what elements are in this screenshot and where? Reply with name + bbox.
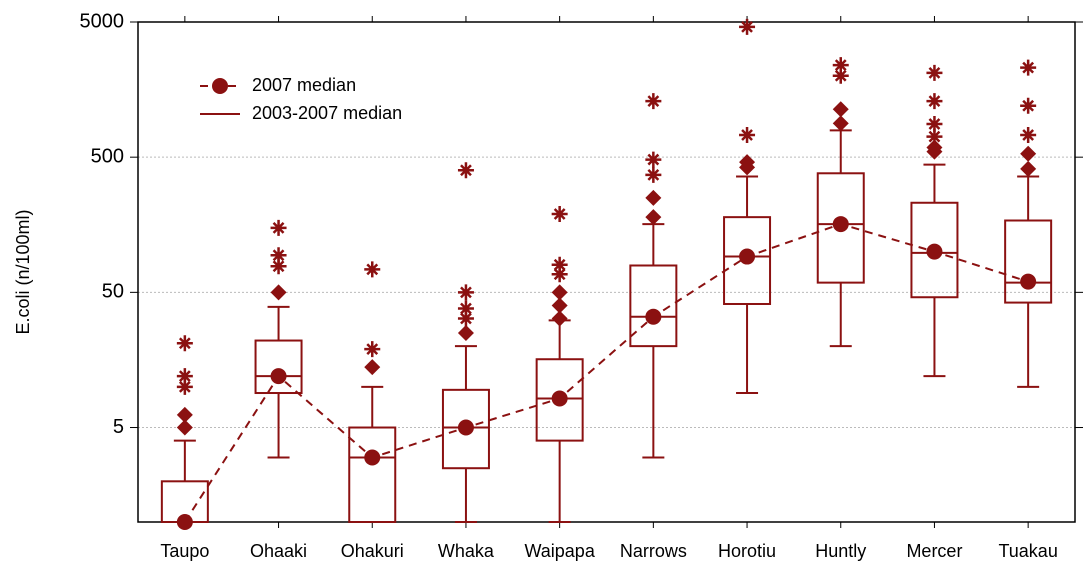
legend-label: 2007 median — [252, 75, 356, 95]
plot-frame — [137, 21, 1076, 523]
box — [910, 201, 959, 299]
outlier — [926, 139, 943, 156]
extreme — [645, 151, 662, 168]
outlier — [739, 154, 756, 171]
outlier — [645, 189, 662, 206]
extreme — [645, 93, 662, 110]
outlier — [1020, 145, 1037, 162]
legend-dot-2007 — [212, 78, 228, 94]
box — [535, 358, 584, 442]
outlier — [176, 419, 193, 436]
median-2007-line — [184, 223, 1029, 523]
extreme — [176, 335, 193, 352]
extreme — [1020, 97, 1037, 114]
x-tick-label: Whaka — [438, 541, 495, 561]
box — [1004, 219, 1053, 304]
extreme — [551, 256, 568, 273]
legend-label: 2003-2007 median — [252, 103, 402, 123]
extreme — [1020, 126, 1037, 143]
median-2007-dot — [1020, 273, 1037, 290]
x-tick-label: Narrows — [620, 541, 687, 561]
outlier — [551, 284, 568, 301]
extreme — [364, 261, 381, 278]
extreme — [1020, 59, 1037, 76]
x-tick-label: Mercer — [906, 541, 962, 561]
x-tick-label: Waipapa — [524, 541, 595, 561]
outlier — [551, 310, 568, 327]
extreme — [832, 67, 849, 84]
median-2007-dot — [364, 449, 381, 466]
x-tick-label: Taupo — [160, 541, 209, 561]
median-2007-dot — [832, 216, 849, 233]
outlier — [270, 284, 287, 301]
y-tick-label: 500 — [91, 145, 124, 167]
extreme — [457, 162, 474, 179]
extreme — [457, 284, 474, 301]
y-axis-label: E.coli (n/100ml) — [13, 209, 33, 334]
y-tick-label: 5000 — [80, 10, 125, 32]
extreme — [270, 258, 287, 275]
y-tick-label: 50 — [102, 281, 124, 303]
x-tick-label: Ohaaki — [250, 541, 307, 561]
outlier — [551, 297, 568, 314]
outlier — [364, 359, 381, 376]
outlier — [832, 101, 849, 118]
extreme — [551, 266, 568, 283]
extreme — [551, 205, 568, 222]
median-2007-dot — [551, 390, 568, 407]
outlier — [832, 115, 849, 132]
median-2007-dot — [176, 514, 193, 530]
outlier — [645, 209, 662, 226]
x-tick-label: Horotiu — [718, 541, 776, 561]
x-tick-label: Ohakuri — [341, 541, 404, 561]
outlier — [457, 325, 474, 342]
median-2007-dot — [270, 368, 287, 385]
extreme — [926, 64, 943, 81]
extreme — [364, 341, 381, 358]
outlier — [176, 406, 193, 423]
box — [723, 216, 772, 305]
outlier — [1020, 160, 1037, 177]
y-tick-label: 5 — [113, 416, 124, 438]
median-2007-dot — [645, 308, 662, 325]
extreme — [270, 219, 287, 236]
box — [254, 339, 303, 395]
extreme — [832, 57, 849, 74]
median-2007-dot — [739, 248, 756, 265]
extreme — [645, 166, 662, 183]
extreme — [926, 128, 943, 145]
extreme — [926, 115, 943, 132]
box — [816, 172, 865, 284]
x-tick-label: Tuakau — [998, 541, 1057, 561]
extreme — [176, 368, 193, 385]
x-tick-label: Huntly — [815, 541, 866, 561]
extreme — [270, 247, 287, 264]
extreme — [457, 300, 474, 317]
extreme — [739, 18, 756, 35]
extreme — [176, 378, 193, 395]
extreme — [926, 93, 943, 110]
extreme — [739, 126, 756, 143]
median-2007-dot — [457, 419, 474, 436]
box — [629, 264, 678, 348]
extreme — [457, 310, 474, 327]
box — [348, 426, 397, 523]
box — [441, 388, 490, 470]
median-2007-dot — [926, 243, 943, 260]
